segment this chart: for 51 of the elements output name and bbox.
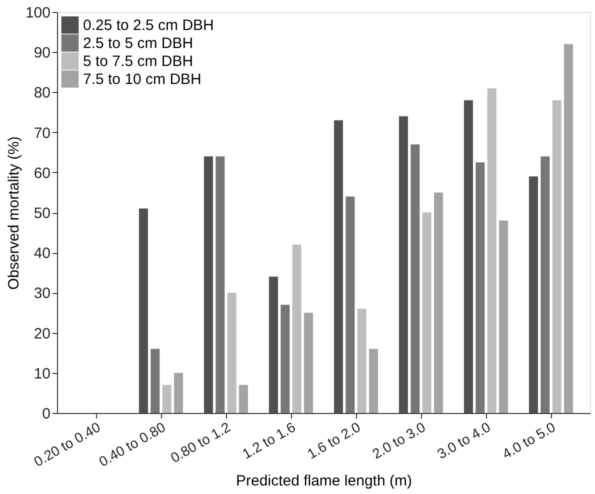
bar xyxy=(216,156,225,413)
bar xyxy=(540,156,550,413)
y-axis-title: Observed mortality (%) xyxy=(5,136,22,290)
bar xyxy=(162,384,172,413)
bar xyxy=(174,372,184,413)
bar xyxy=(268,276,278,413)
bar xyxy=(346,196,355,413)
bar xyxy=(150,348,160,413)
y-tick-label: 50 xyxy=(34,205,50,222)
y-tick-label: 80 xyxy=(34,84,50,102)
bar xyxy=(499,220,508,413)
bar xyxy=(334,120,343,413)
legend-label: 2.5 to 5 cm DBH xyxy=(83,35,194,52)
y-tick-label: 100 xyxy=(25,4,50,22)
bar xyxy=(464,100,473,413)
x-tick-label: 2.0 to 3.0 xyxy=(369,418,428,462)
y-tick-label: 90 xyxy=(34,44,50,62)
bar xyxy=(369,348,378,413)
bar xyxy=(227,292,236,413)
bar xyxy=(434,192,444,413)
y-tick-label: 70 xyxy=(34,124,50,142)
y-tick-label: 0 xyxy=(42,406,50,422)
bar xyxy=(204,156,213,413)
legend-label: 5 to 7.5 cm DBH xyxy=(83,53,194,70)
bar xyxy=(280,304,290,413)
bar xyxy=(138,208,148,413)
legend-label: 0.25 to 2.5 cm DBH xyxy=(83,17,214,34)
x-tick-label: 3.0 to 4.0 xyxy=(434,418,494,462)
bar xyxy=(487,88,496,413)
bar xyxy=(304,312,314,413)
bar xyxy=(564,44,574,413)
x-axis-title: Predicted flame length (m) xyxy=(236,472,412,490)
x-tick-label: 0.80 to 1.2 xyxy=(168,418,234,466)
bar xyxy=(292,244,302,413)
bar xyxy=(357,308,366,413)
bar xyxy=(422,212,432,413)
x-tick-label: 1.6 to 2.0 xyxy=(304,418,364,462)
bar xyxy=(528,176,538,413)
y-tick-label: 60 xyxy=(34,164,50,182)
bar xyxy=(476,162,485,413)
y-tick-label: 30 xyxy=(34,285,50,302)
bar xyxy=(552,100,562,413)
x-tick-label: 4.0 to 5.0 xyxy=(499,418,558,462)
y-tick-label: 10 xyxy=(34,365,50,382)
y-tick-label: 20 xyxy=(34,325,50,342)
bar xyxy=(410,144,420,413)
x-tick-label: 1.2 to 1.6 xyxy=(239,418,298,462)
bar xyxy=(239,384,248,413)
bar xyxy=(398,116,408,413)
y-tick-label: 40 xyxy=(34,245,50,262)
legend-label: 7.5 to 10 cm DBH xyxy=(83,71,202,88)
